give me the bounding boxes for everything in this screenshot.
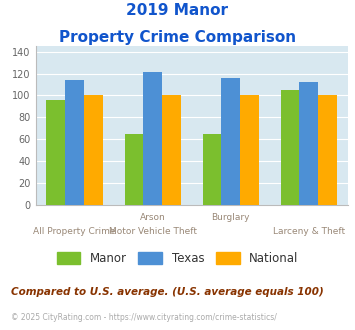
Bar [162,95,181,205]
Text: 2019 Manor: 2019 Manor [126,3,229,18]
Bar [281,90,300,205]
Bar [143,72,162,205]
Text: © 2025 CityRating.com - https://www.cityrating.com/crime-statistics/: © 2025 CityRating.com - https://www.city… [11,314,277,322]
Text: Motor Vehicle Theft: Motor Vehicle Theft [109,227,197,236]
Bar [300,82,318,205]
Text: Property Crime Comparison: Property Crime Comparison [59,30,296,45]
Text: Compared to U.S. average. (U.S. average equals 100): Compared to U.S. average. (U.S. average … [11,287,323,297]
Bar [125,134,143,205]
Bar [222,78,240,205]
Text: Larceny & Theft: Larceny & Theft [273,227,345,236]
Bar [203,134,222,205]
Text: Burglary: Burglary [212,213,250,222]
Bar [65,80,84,205]
Bar [318,95,337,205]
Bar [84,95,103,205]
Legend: Manor, Texas, National: Manor, Texas, National [52,247,303,269]
Text: Arson: Arson [140,213,165,222]
Bar [240,95,259,205]
Bar [47,100,65,205]
Text: All Property Crime: All Property Crime [33,227,116,236]
